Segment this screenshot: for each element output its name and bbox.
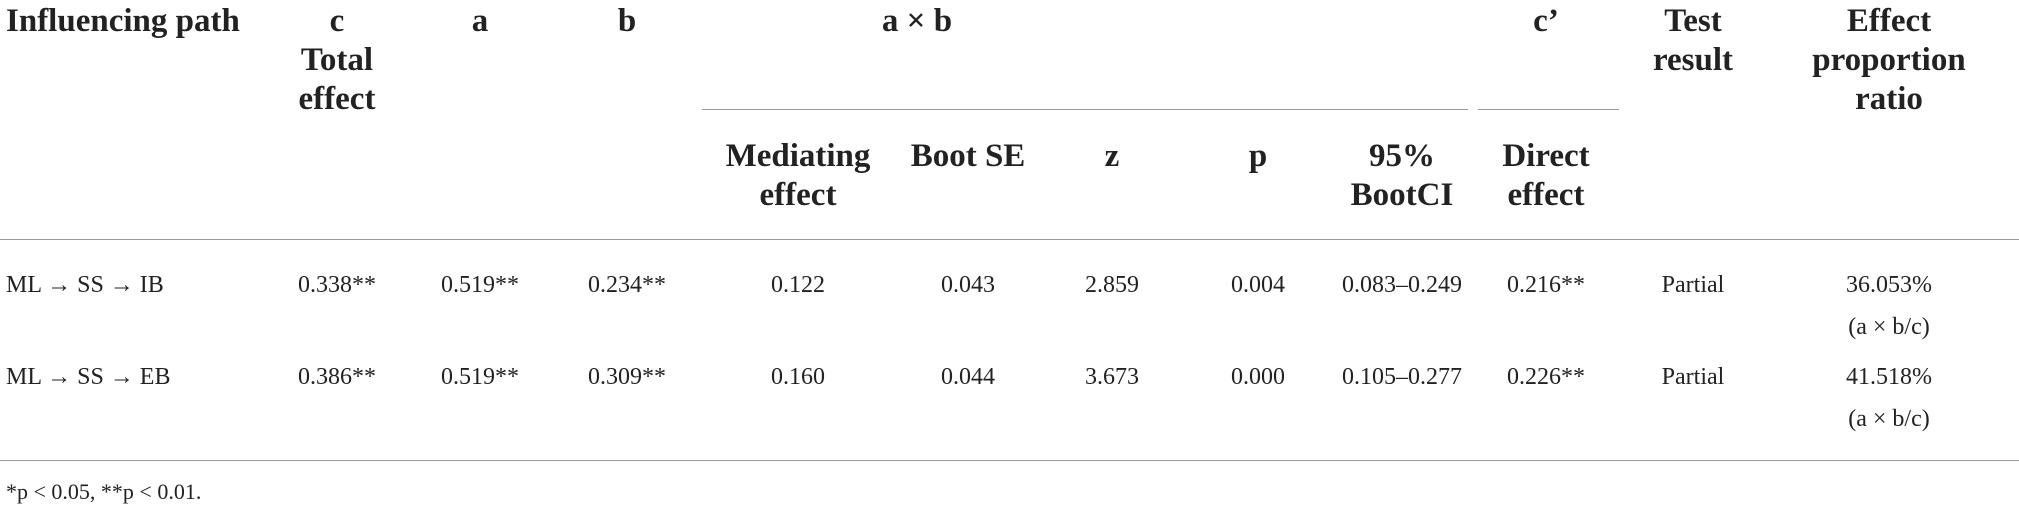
rule [702, 109, 1468, 110]
rule [0, 460, 2019, 461]
header-cell: a × b [881, 3, 953, 39]
table-cell: 0.043 [941, 272, 995, 298]
table-cell: 0.519** [441, 272, 519, 298]
table-cell: 0.105–0.277 [1342, 364, 1462, 390]
table-cell: 0.000 [1231, 364, 1285, 390]
footnote: *p < 0.05, **p < 0.01. [6, 479, 202, 504]
rule [1478, 109, 1619, 110]
header-cell: b [617, 3, 637, 39]
table-cell: 0.004 [1231, 272, 1285, 298]
header-cell: Mediating effect [725, 138, 871, 213]
table-cell: (a × b/c) [1848, 314, 1930, 340]
header-cell: z [1104, 138, 1120, 174]
table-cell: 0.386** [298, 364, 376, 390]
header-cell: 95% BootCI [1350, 138, 1454, 213]
table-cell: 0.083–0.249 [1342, 272, 1462, 298]
table-cell: 0.519** [441, 364, 519, 390]
table-cell: 0.044 [941, 364, 995, 390]
header-cell: c [329, 3, 345, 39]
table-cell: 36.053% [1846, 272, 1932, 298]
header-cell: p [1248, 138, 1268, 174]
table-cell: 0.309** [588, 364, 666, 390]
table-cell: Partial [1661, 272, 1725, 298]
header-cell: Test result [1652, 3, 1734, 78]
table-cell: 3.673 [1085, 364, 1139, 390]
header-cell: a [471, 3, 489, 39]
table-cell: 41.518% [1846, 364, 1932, 390]
header-cell: Influencing path [6, 3, 240, 39]
header-cell: Total effect [298, 42, 376, 117]
table-cell: 0.160 [771, 364, 825, 390]
table-cell: 0.226** [1507, 364, 1585, 390]
table-cell: 0.234** [588, 272, 666, 298]
table-cell: ML → SS → EB [6, 364, 171, 390]
header-cell: Effect proportion ratio [1812, 3, 1966, 117]
table-cell: 0.122 [771, 272, 825, 298]
table-cell: ML → SS → IB [6, 272, 164, 298]
table-cell: Partial [1661, 364, 1725, 390]
table-cell: 0.216** [1507, 272, 1585, 298]
header-cell: Boot SE [910, 138, 1026, 174]
rule [0, 239, 2019, 240]
table-cell: (a × b/c) [1848, 406, 1930, 432]
header-cell: c’ [1533, 3, 1559, 39]
table-cell: 2.859 [1085, 272, 1139, 298]
header-cell: Direct effect [1502, 138, 1590, 213]
table-cell: 0.338** [298, 272, 376, 298]
